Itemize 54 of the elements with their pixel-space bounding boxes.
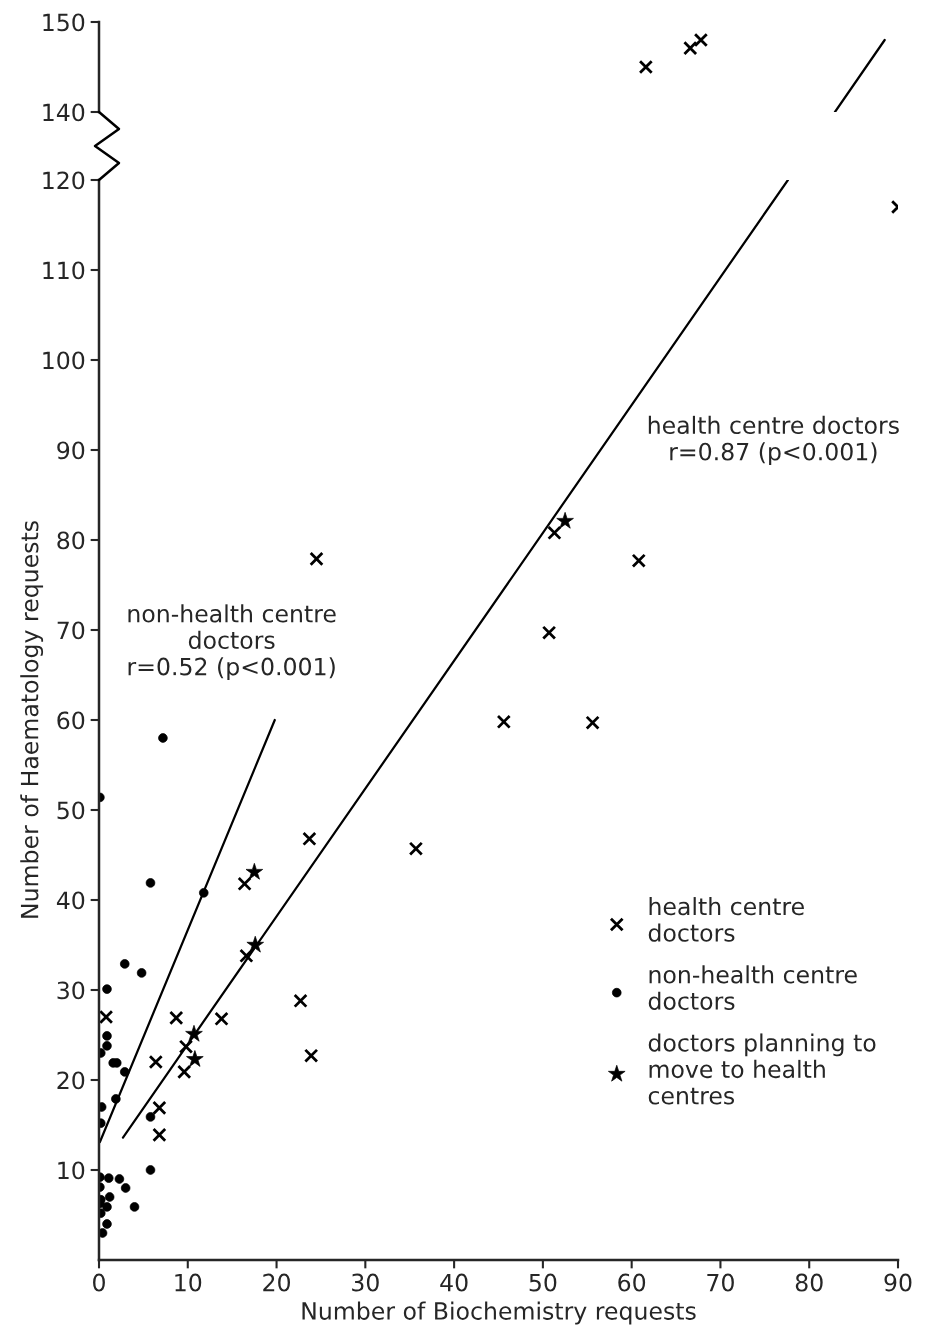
point [547,525,562,540]
point [214,1011,229,1026]
point [631,553,646,568]
point [302,831,317,846]
point [309,551,324,567]
legend-label: health centre doctors [648,897,804,942]
y-tick-label: 140 [43,103,85,122]
legend-label: doctors planning to move to health centres [648,1033,876,1105]
point [496,714,512,729]
x-tick-label: 20 [263,1273,291,1292]
point [237,876,252,891]
x-tick-label: 40 [440,1273,468,1292]
point [585,715,600,730]
annotation: health centre doctors r=0.87 (p<0.001) [648,415,899,466]
y-tick-label: 150 [43,13,85,32]
x-tick-label: 80 [795,1273,823,1292]
y-tick-label: 120 [43,171,85,190]
point [638,59,654,75]
point [152,1100,167,1116]
annotation: non-health centre doctors r=0.52 (p<0.001) [128,604,336,681]
y-tick-label: 50 [57,801,85,820]
legend-label: non-health centre doctors [648,965,857,1010]
y-tick-label: 100 [43,351,85,370]
y-tick-label: 60 [57,711,85,730]
x-tick-label: 90 [884,1273,912,1292]
y-tick-label: 70 [57,621,85,640]
y-tick-label: 10 [58,1161,85,1180]
point [408,841,424,856]
point [148,1054,164,1070]
point [541,625,557,640]
x-tick-label: 60 [618,1273,646,1292]
y-tick-label: 30 [57,981,85,1000]
point [178,1039,194,1054]
point [239,948,254,963]
x-tick-label: 10 [175,1273,202,1292]
point [169,1010,184,1026]
point [693,32,709,48]
point [152,1127,167,1143]
y-tick-label: 110 [43,261,85,280]
point [99,1009,114,1025]
x-tick-label: 70 [707,1273,734,1292]
y-tick-label: 80 [57,531,85,550]
point [303,1048,319,1063]
y-tick-label: 20 [57,1071,85,1090]
y-axis-title: Number of Haematology requests [20,521,44,918]
x-tick-label: 50 [529,1273,557,1292]
point [177,1064,192,1080]
x-axis-title: Number of Biochemistry requests [302,1301,696,1325]
y-tick-label: 90 [57,441,85,460]
x-tick-label: 30 [352,1273,379,1292]
point [683,40,698,56]
y-tick-label: 40 [56,891,85,910]
x-tick-label: 0 [93,1273,105,1292]
point [293,993,308,1008]
